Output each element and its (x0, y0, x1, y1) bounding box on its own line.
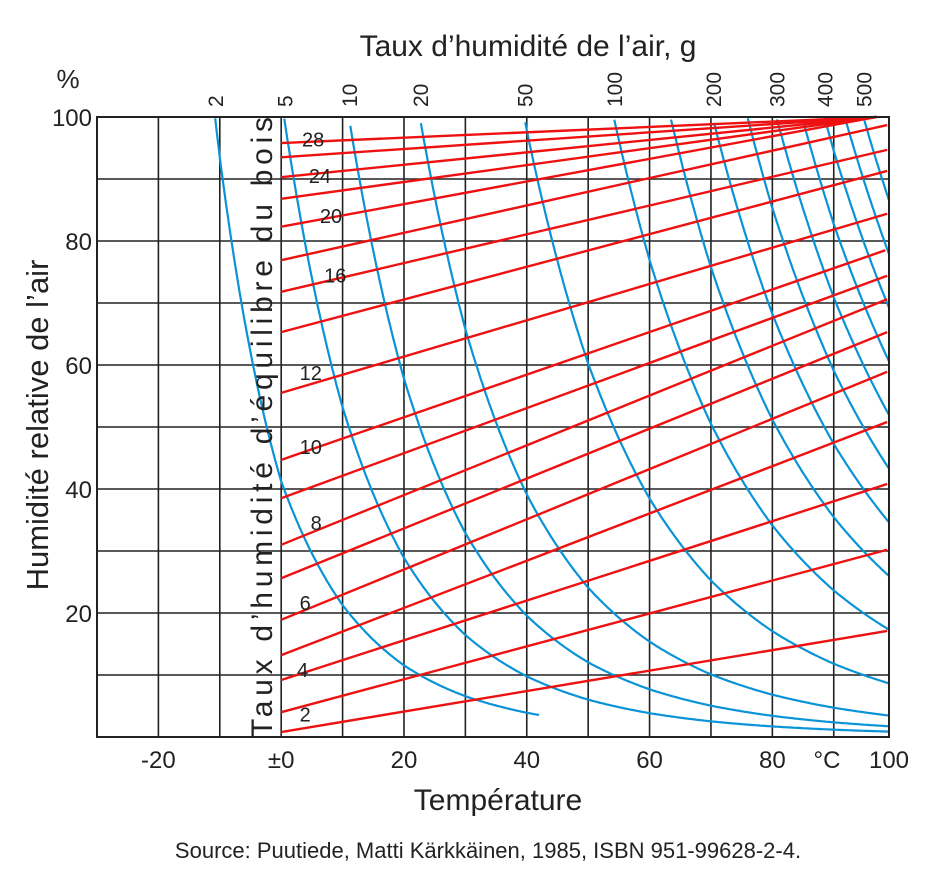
emc-line (280, 331, 888, 580)
x-tick-label: 100 (869, 747, 909, 774)
emc-label: 10 (300, 437, 322, 459)
humidity-curve-20g (419, 123, 890, 717)
emc-label: 6 (300, 593, 311, 615)
emc-line (281, 115, 877, 179)
emc-line (281, 115, 877, 145)
top-tick-label: 200 (703, 72, 726, 107)
emc-line (281, 115, 877, 201)
emc-line (280, 123, 888, 262)
emc-line (280, 115, 877, 228)
emc-line (280, 420, 888, 657)
equilibrium-moisture-lines (280, 115, 888, 734)
x-tick-label: 80 (759, 747, 786, 774)
humidity-curve-5g (283, 118, 889, 733)
emc-line (281, 115, 877, 159)
x-tick-label: 60 (636, 747, 663, 774)
humidity-curve-350g (801, 120, 890, 362)
emc-label: 16 (324, 266, 346, 288)
emc-line (280, 274, 888, 500)
emc-line (280, 148, 888, 294)
top-tick-label: 500 (854, 72, 877, 107)
plot-border (96, 116, 890, 738)
humidity-curve-100g (613, 119, 890, 631)
source-note: Source: Puutiede, Matti Kärkkäinen, 1985… (175, 838, 801, 863)
chart-title: Taux d’humidité de l’air, g (360, 30, 697, 63)
emc-label: 28 (302, 129, 324, 151)
x-unit-label: °C (814, 747, 841, 774)
emc-line (280, 212, 888, 395)
humidity-curve-2g (214, 118, 540, 717)
labels: -20 ±0 20 40 60 80 100 100 80 60 40 20 2 5 10 20 50 100 20… (52, 72, 909, 774)
emc-line (280, 482, 888, 682)
humidity-curve-150g (669, 119, 890, 577)
grid (97, 117, 889, 737)
y-unit-label: % (56, 64, 79, 94)
emc-label: 2 (300, 705, 311, 727)
emc-label: 12 (300, 363, 322, 385)
emc-label: 24 (309, 166, 331, 188)
emc-line (280, 298, 888, 546)
top-tick-label: 300 (766, 72, 789, 107)
emc-label: 20 (320, 206, 342, 228)
y-tick-label: 100 (52, 105, 92, 132)
emc-line (280, 548, 888, 714)
top-tick-label: 10 (339, 84, 362, 107)
y-tick-label: 20 (65, 601, 92, 628)
humidity-curve-200g (712, 122, 890, 524)
emc-label: 4 (297, 660, 308, 682)
humidity-curve-50g (524, 122, 890, 685)
top-tick-label: 400 (815, 72, 838, 107)
humidity-curve-450g (844, 121, 891, 255)
x-axis-title: Température (414, 784, 582, 817)
top-tick-label: 100 (604, 72, 627, 107)
emc-line (280, 370, 888, 621)
top-tick-label: 50 (514, 84, 537, 107)
x-tick-label: 40 (513, 747, 540, 774)
humidity-curve-10g (349, 125, 890, 728)
top-tick-label: 20 (410, 84, 433, 107)
y-tick-label: 80 (65, 229, 92, 256)
y-tick-label: 40 (65, 477, 92, 504)
x-tick-label: ±0 (268, 747, 295, 774)
top-tick-label: 5 (274, 95, 297, 107)
emc-line (280, 169, 888, 334)
y-axis-title: Humidité relative de l’air (20, 260, 55, 591)
humidity-curve-500g (863, 120, 891, 201)
x-tick-label: 20 (391, 747, 418, 774)
x-tick-label: -20 (141, 747, 176, 774)
y-tick-label: 60 (65, 353, 92, 380)
plot-frame (96, 116, 890, 738)
top-tick-label: 2 (205, 95, 228, 107)
emc-label: 8 (311, 513, 322, 535)
emc-line (280, 629, 888, 734)
emc-line (280, 249, 886, 461)
